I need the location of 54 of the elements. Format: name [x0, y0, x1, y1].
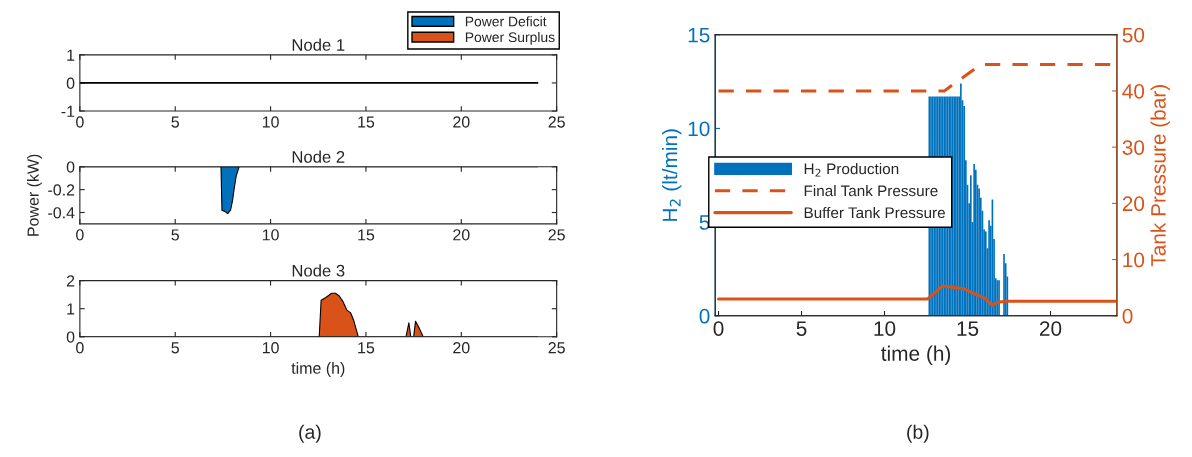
x-tick-label: 15 — [957, 321, 979, 336]
legend-label: Buffer Tank Pressure — [804, 206, 945, 219]
x-tick-label: 10 — [262, 342, 279, 354]
x-tick-label: 15 — [358, 229, 375, 241]
x-tick-label: 0 — [76, 229, 84, 241]
y-tick-label: -0.2 — [48, 184, 75, 196]
y2-tick-label: 50 — [1122, 27, 1145, 43]
y2-tick-label: 30 — [1122, 140, 1145, 155]
text: (b) — [907, 424, 929, 443]
x-tick-label: 5 — [171, 342, 179, 354]
x-tick-label: 25 — [548, 342, 565, 354]
y-tick-label: 0 — [66, 161, 75, 173]
x-tick-label: 15 — [358, 342, 375, 354]
y2-axis-title: Tank Pressure (bar) — [1150, 85, 1170, 267]
x-tick-label: 0 — [713, 321, 724, 336]
x-tick-label: 20 — [453, 116, 470, 128]
x-tick-label: 5 — [171, 229, 179, 241]
x-axis-title: time (h) — [291, 362, 345, 377]
y2-tick-label: 10 — [1123, 252, 1145, 268]
y-tick-label: 1 — [67, 303, 75, 315]
x-tick-label: 20 — [1039, 321, 1062, 336]
legend-label: Power Deficit — [465, 16, 547, 27]
x-tick-label: 20 — [453, 342, 470, 354]
chart-title: Node 2 — [292, 150, 345, 163]
y2-tick-label: 0 — [1122, 308, 1133, 324]
x-tick-label: 25 — [548, 229, 565, 241]
y-tick-label: 0 — [699, 308, 710, 324]
x-tick-label: 0 — [76, 342, 84, 354]
chart-title: Node 1 — [292, 38, 345, 51]
x-tick-label: 5 — [171, 116, 179, 128]
legend-label: Final Tank Pressure — [804, 185, 938, 197]
x-tick-label: 10 — [262, 229, 279, 241]
y2-tick-label: 20 — [1122, 196, 1145, 212]
chart-title: Node 3 — [292, 264, 345, 277]
x-tick-label: 10 — [874, 321, 896, 336]
x-tick-label: 0 — [76, 116, 84, 128]
x-tick-label: 25 — [548, 116, 565, 128]
y-axis-title: Power (kW) — [27, 154, 42, 236]
x-tick-label: 5 — [796, 321, 807, 336]
x-tick-label: 20 — [453, 229, 470, 241]
y-tick-label: 0 — [66, 77, 75, 89]
x-tick-label: 10 — [262, 116, 279, 128]
y-tick-label: 15 — [688, 27, 710, 43]
y-tick-label: 1 — [67, 49, 75, 61]
y-tick-label: -0.4 — [48, 207, 75, 219]
y-axis-title: H$_{2}$ (lt/min) — [662, 129, 682, 221]
y2-tick-label: 40 — [1122, 83, 1145, 99]
y-tick-label: 2 — [66, 275, 75, 287]
x-tick-label: 15 — [358, 116, 375, 128]
legend-label: Power Surplus — [465, 31, 555, 45]
x-axis-title: time (h) — [881, 345, 951, 366]
text: (a) — [299, 424, 321, 443]
y-tick-label: -1 — [61, 105, 75, 117]
legend-label: H$_{2}$ Production — [804, 163, 899, 177]
